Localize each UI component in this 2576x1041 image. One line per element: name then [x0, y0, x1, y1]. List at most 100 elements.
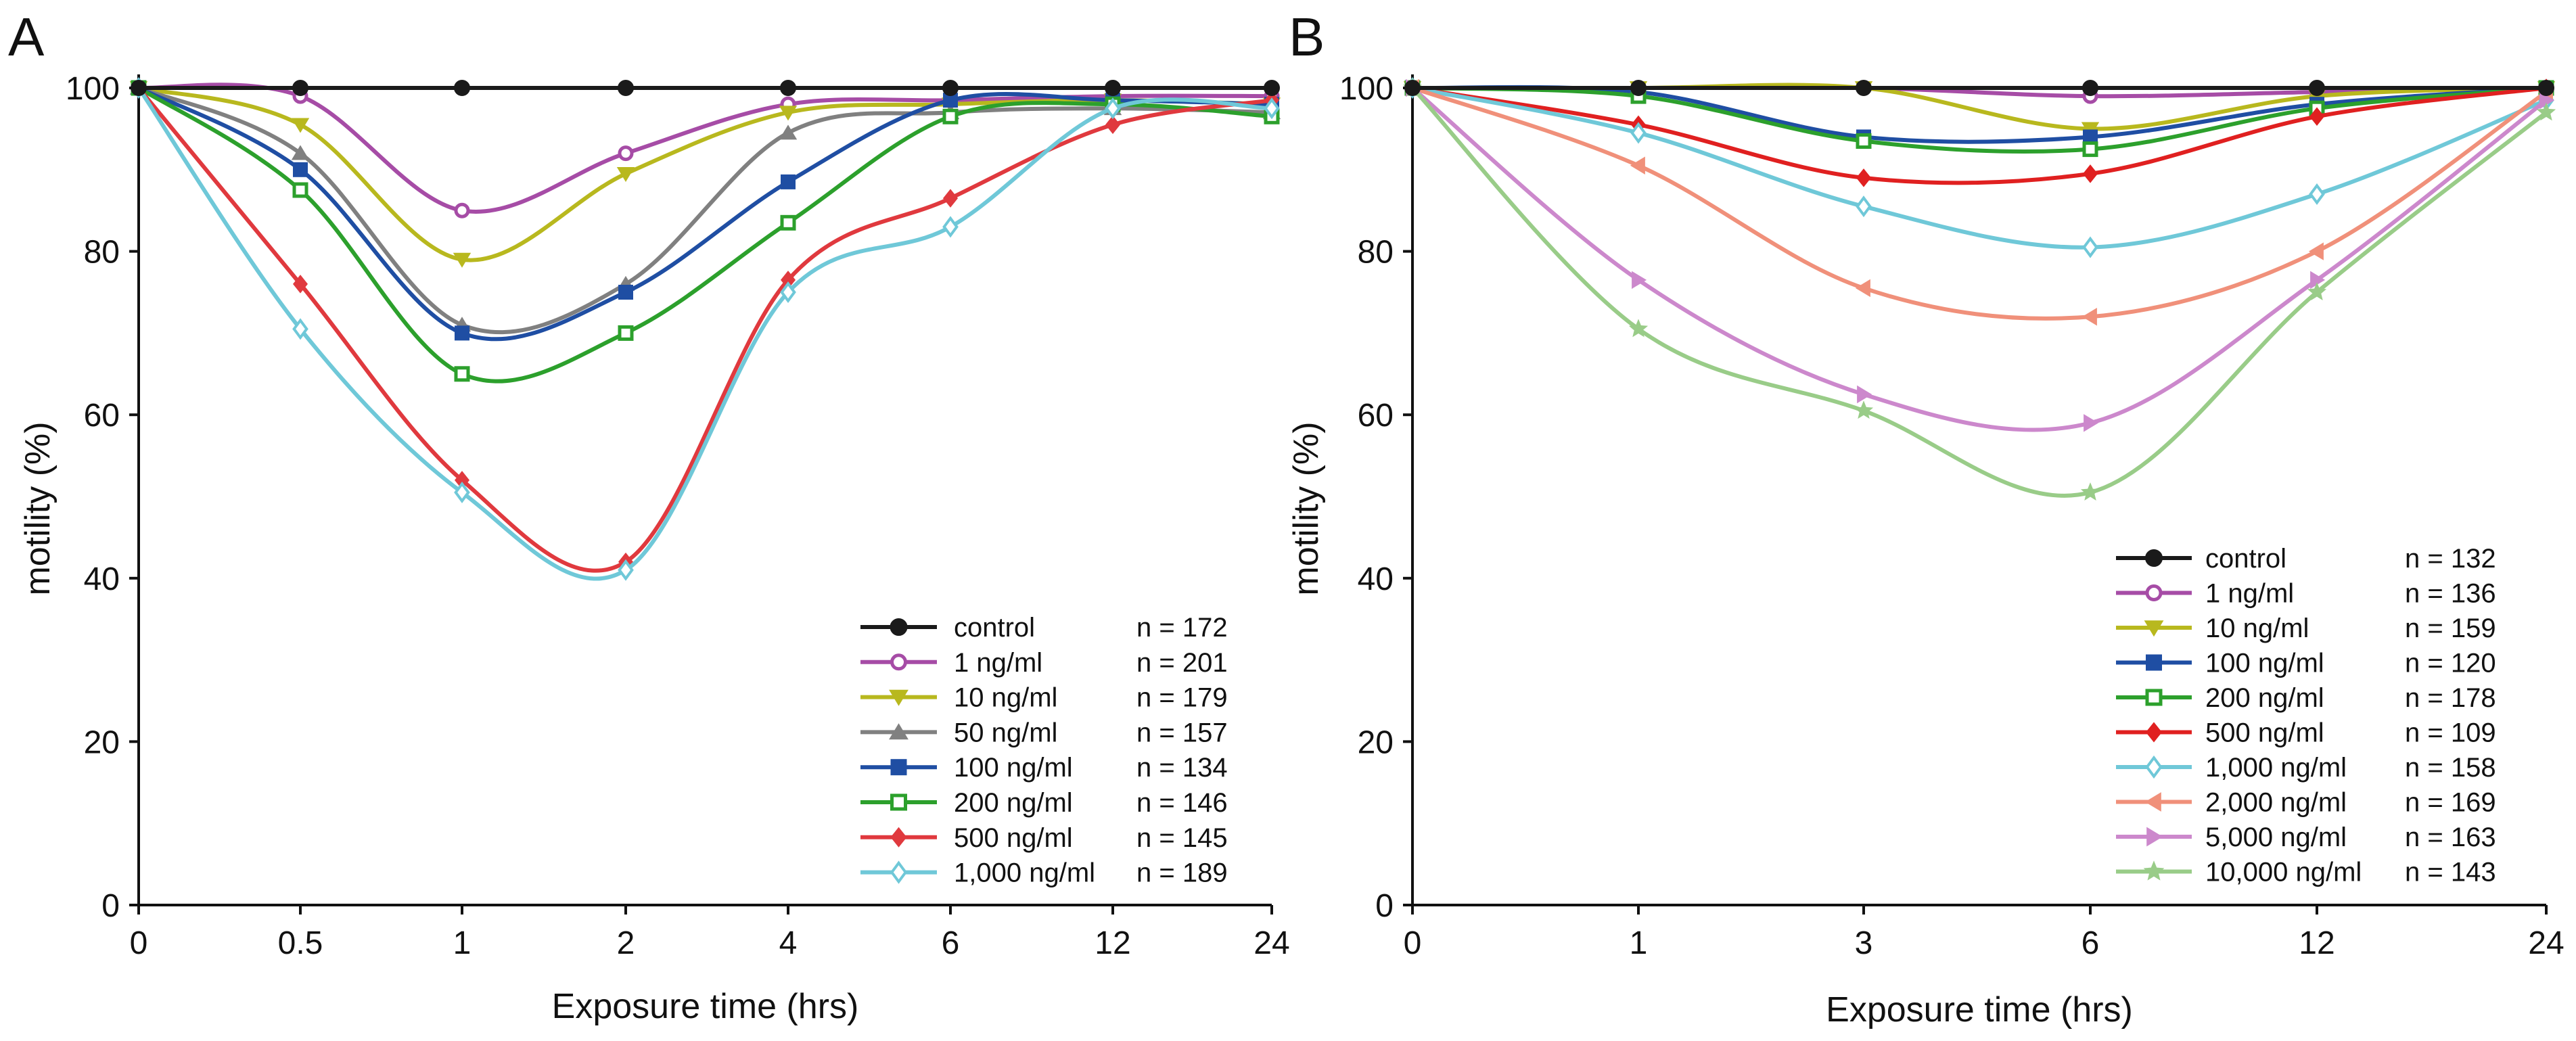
legend-label: 1 ng/ml — [2205, 579, 2294, 609]
legend-marker — [2145, 689, 2163, 706]
x-axis-title: Exposure time (hrs) — [552, 987, 859, 1026]
data-point — [2082, 308, 2097, 326]
legend-label: 5,000 ng/ml — [2205, 823, 2347, 852]
series-50-ng-ml — [129, 79, 1281, 335]
x-tick-label: 6 — [2082, 925, 2100, 961]
legend-item: 10 ng/ml n = 179 — [860, 683, 1228, 713]
legend-label: 500 ng/ml — [2205, 718, 2324, 748]
legend-n: n = 143 — [2405, 858, 2496, 887]
data-point — [943, 93, 958, 108]
data-point — [2083, 129, 2098, 145]
data-point — [1264, 97, 1280, 120]
panel-letter: A — [8, 7, 45, 67]
legend-n: n = 178 — [2405, 683, 2496, 713]
legend-label: 200 ng/ml — [2205, 683, 2324, 713]
data-point — [1856, 195, 1872, 218]
legend-item: 1,000 ng/ml n = 189 — [860, 858, 1228, 888]
series-line — [1410, 86, 2548, 432]
panel-letter: B — [1289, 7, 1325, 67]
data-point — [2080, 482, 2100, 501]
y-tick-label: 20 — [1358, 724, 1394, 760]
data-point — [292, 182, 308, 198]
legend-item: 1 ng/ml n = 201 — [860, 648, 1228, 678]
y-axis-title: motility (%) — [18, 421, 58, 595]
legend-marker — [2143, 860, 2165, 881]
x-tick-label: 24 — [2528, 925, 2564, 961]
legend-marker — [2144, 620, 2164, 637]
y-tick-label: 0 — [1375, 888, 1394, 924]
data-point — [618, 285, 633, 300]
data-point — [2538, 80, 2554, 96]
series-line — [1410, 86, 2548, 185]
series-line — [1410, 86, 2548, 498]
y-tick-label: 100 — [1339, 71, 1394, 107]
data-point — [942, 80, 959, 96]
legend-marker — [2146, 654, 2162, 671]
data-point — [779, 124, 798, 140]
data-point — [2082, 141, 2098, 158]
series-line — [137, 86, 1274, 342]
data-point — [1105, 80, 1121, 96]
y-tick-label: 80 — [84, 235, 120, 271]
series-line — [1410, 86, 2548, 321]
legend-item: 200 ng/ml n = 178 — [2116, 683, 2496, 713]
data-point — [454, 202, 470, 218]
data-point — [2309, 80, 2325, 96]
series-2-000-ng-ml — [1404, 78, 2553, 326]
data-point — [293, 275, 308, 294]
data-point — [455, 471, 469, 490]
data-point — [454, 481, 470, 503]
legend-item: 1,000 ng/ml n = 158 — [2116, 753, 2496, 783]
legend-item: 2,000 ng/ml n = 169 — [2116, 788, 2496, 818]
data-point — [455, 325, 469, 341]
data-point — [780, 214, 796, 231]
series-control — [1404, 80, 2554, 96]
x-tick-label: 0 — [1404, 925, 1422, 961]
data-point — [1628, 319, 1649, 338]
x-tick-label: 4 — [779, 925, 798, 961]
series-1-000-ng-ml — [131, 76, 1280, 581]
series-line — [1410, 86, 2548, 250]
legend-marker — [2146, 827, 2163, 847]
legend-item: 500 ng/ml n = 145 — [860, 823, 1228, 853]
legend-item: 10,000 ng/ml n = 143 — [2116, 858, 2496, 887]
data-point — [454, 366, 470, 382]
x-tick-label: 0.5 — [278, 925, 323, 961]
legend-n: n = 157 — [1136, 718, 1228, 747]
legend-marker — [890, 827, 907, 848]
data-point — [131, 80, 147, 96]
data-point — [780, 281, 796, 304]
legend-marker — [889, 723, 908, 740]
x-axis-title: Exposure time (hrs) — [1826, 990, 2133, 1030]
y-tick-label: 40 — [84, 561, 120, 597]
data-point — [1264, 80, 1280, 96]
data-point — [291, 118, 310, 133]
legend-label: 10,000 ng/ml — [2205, 858, 2362, 887]
y-tick-label: 40 — [1358, 561, 1394, 597]
data-point — [454, 80, 470, 96]
legend-item: 100 ng/ml n = 120 — [2116, 649, 2496, 678]
data-point — [2309, 183, 2325, 206]
legend-n: n = 109 — [2405, 718, 2496, 748]
legend-item: control n = 132 — [2116, 544, 2496, 574]
series-line — [137, 86, 1274, 335]
legend: control n = 132 1 ng/ml n = 136 10 ng/ml n = … — [2116, 544, 2496, 887]
x-tick-label: 6 — [942, 925, 960, 961]
legend-label: control — [2205, 544, 2286, 574]
data-point — [780, 80, 796, 96]
legend-n: n = 159 — [2405, 614, 2496, 643]
legend-marker — [2144, 792, 2161, 812]
legend-n: n = 146 — [1136, 788, 1228, 818]
legend-n: n = 169 — [2405, 788, 2496, 818]
data-point — [292, 80, 308, 96]
data-point — [781, 174, 796, 189]
data-point — [1856, 133, 1872, 149]
legend-n: n = 201 — [1136, 648, 1228, 678]
x-tick-label: 12 — [2299, 925, 2334, 961]
legend-label: 2,000 ng/ml — [2205, 788, 2347, 818]
legend-n: n = 145 — [1136, 823, 1228, 853]
data-point — [618, 145, 634, 162]
data-point — [1105, 97, 1121, 120]
data-point — [2539, 91, 2555, 110]
